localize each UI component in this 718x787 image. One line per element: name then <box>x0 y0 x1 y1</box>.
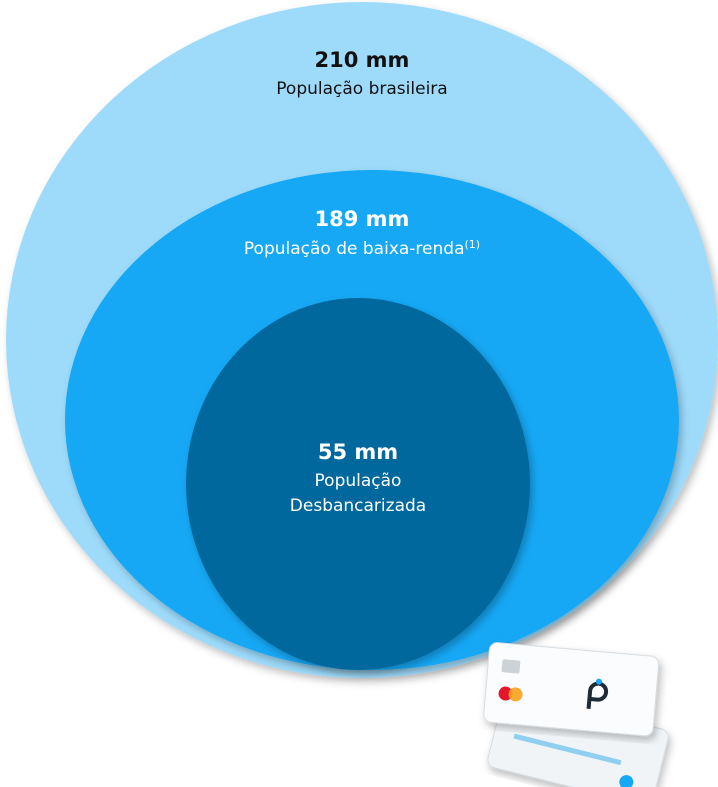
circle-value: 210 mm <box>315 48 410 72</box>
circle-value: 55 mm <box>318 440 398 464</box>
circle-value: 189 mm <box>315 207 410 231</box>
label-text: População de baixa-renda <box>244 239 465 259</box>
inner-circle <box>186 298 530 670</box>
circle-label: População brasileira <box>276 79 447 99</box>
circle-label: População <box>315 471 402 491</box>
card-number <box>513 733 622 766</box>
card-logo <box>586 681 609 710</box>
card-dot <box>619 775 634 787</box>
card-chip <box>501 659 521 674</box>
cards-image <box>483 642 669 787</box>
footnote-mark: (1) <box>464 238 480 251</box>
circle-label: Desbancarizada <box>290 496 426 516</box>
card-logo-dot <box>595 678 602 685</box>
front-card <box>483 642 660 737</box>
circle-label: População de baixa-renda(1) <box>244 238 480 259</box>
card-brand <box>508 687 523 702</box>
